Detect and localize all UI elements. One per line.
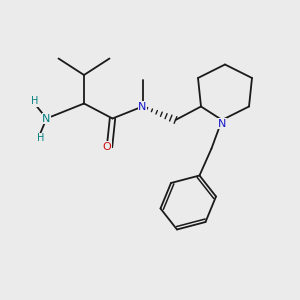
Text: O: O: [103, 142, 112, 152]
Text: H: H: [37, 133, 44, 143]
Text: N: N: [138, 101, 147, 112]
Text: H: H: [31, 96, 38, 106]
Text: N: N: [218, 118, 226, 129]
Text: N: N: [42, 113, 51, 124]
